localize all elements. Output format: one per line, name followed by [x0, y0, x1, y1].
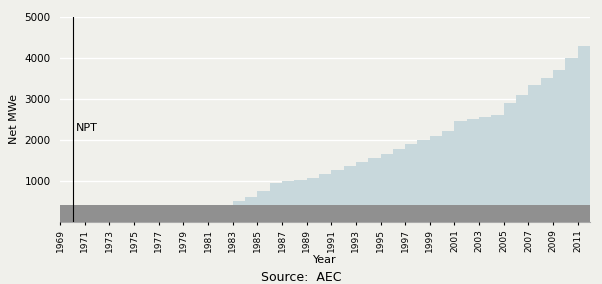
Bar [233, 201, 245, 205]
Bar [306, 178, 319, 205]
Bar [467, 205, 479, 222]
Y-axis label: Net MWe: Net MWe [9, 94, 19, 144]
Bar [491, 115, 504, 205]
Bar [319, 205, 331, 222]
Bar [257, 191, 270, 205]
Bar [393, 205, 405, 222]
Bar [85, 205, 97, 222]
Bar [245, 197, 257, 205]
Bar [442, 205, 455, 222]
Bar [393, 149, 405, 205]
Bar [245, 205, 257, 222]
Bar [171, 205, 184, 222]
Bar [553, 205, 565, 222]
Bar [430, 136, 442, 205]
Bar [380, 154, 393, 205]
Text: NPT: NPT [76, 123, 98, 133]
X-axis label: Year: Year [313, 255, 337, 265]
Bar [282, 181, 294, 205]
Bar [368, 158, 380, 205]
Bar [541, 205, 553, 222]
Bar [60, 205, 72, 222]
Bar [442, 131, 455, 205]
Bar [516, 205, 529, 222]
Bar [270, 205, 282, 222]
Bar [553, 70, 565, 205]
Bar [455, 121, 467, 205]
Bar [578, 46, 590, 205]
Bar [344, 166, 356, 205]
Bar [405, 205, 417, 222]
Bar [72, 205, 85, 222]
Bar [196, 205, 208, 222]
Bar [233, 205, 245, 222]
Bar [294, 205, 306, 222]
Bar [417, 205, 430, 222]
Text: Source:  AEC: Source: AEC [261, 271, 341, 284]
Bar [134, 205, 146, 222]
Bar [220, 205, 233, 222]
Bar [270, 183, 282, 205]
Bar [294, 180, 306, 205]
Bar [405, 144, 417, 205]
Bar [97, 205, 110, 222]
Bar [578, 205, 590, 222]
Bar [368, 205, 380, 222]
Bar [208, 205, 220, 222]
Bar [565, 205, 578, 222]
Bar [516, 95, 529, 205]
Bar [356, 162, 368, 205]
Bar [479, 205, 491, 222]
Bar [541, 78, 553, 205]
Bar [504, 103, 516, 205]
Bar [417, 140, 430, 205]
Bar [146, 205, 159, 222]
Bar [306, 205, 319, 222]
Bar [344, 205, 356, 222]
Bar [159, 205, 171, 222]
Bar [319, 174, 331, 205]
Bar [380, 205, 393, 222]
Bar [110, 205, 122, 222]
Bar [184, 205, 196, 222]
Bar [356, 205, 368, 222]
Bar [479, 117, 491, 205]
Bar [565, 58, 578, 205]
Bar [331, 170, 344, 205]
Bar [504, 205, 516, 222]
Bar [257, 205, 270, 222]
Bar [467, 119, 479, 205]
Bar [529, 205, 541, 222]
Bar [529, 85, 541, 205]
Bar [331, 205, 344, 222]
Bar [455, 205, 467, 222]
Bar [282, 205, 294, 222]
Bar [122, 205, 134, 222]
Bar [491, 205, 504, 222]
Bar [430, 205, 442, 222]
